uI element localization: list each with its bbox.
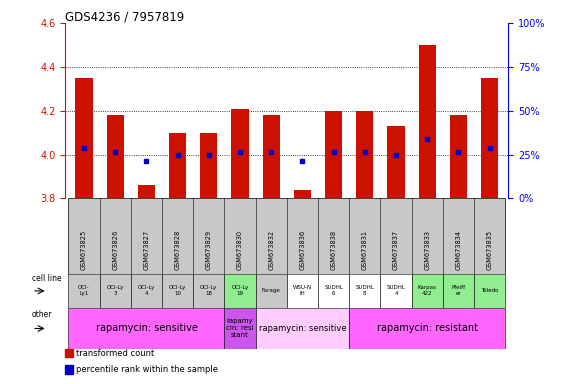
Text: rapamycin: sensitive: rapamycin: sensitive	[258, 324, 346, 333]
Text: rapamy
cin: resi
stant: rapamy cin: resi stant	[226, 318, 254, 338]
Bar	[481, 78, 498, 199]
Text: GSM673833: GSM673833	[424, 230, 430, 270]
Bar	[131, 274, 162, 308]
Text: rapamycin: sensitive: rapamycin: sensitive	[95, 323, 197, 333]
Bar	[256, 274, 287, 308]
Text: rapamycin: resistant: rapamycin: resistant	[377, 323, 478, 333]
Bar	[325, 111, 342, 199]
Bar	[169, 133, 186, 199]
Bar	[193, 274, 224, 308]
Text: GSM673830: GSM673830	[237, 230, 243, 270]
Text: GSM673826: GSM673826	[112, 230, 118, 270]
Bar	[356, 111, 373, 199]
Bar	[138, 185, 155, 199]
Bar	[256, 308, 349, 349]
Bar	[224, 274, 256, 308]
Text: GSM673836: GSM673836	[299, 230, 306, 270]
Bar	[349, 274, 381, 308]
Text: GSM673838: GSM673838	[331, 230, 337, 270]
Bar	[262, 115, 280, 199]
Text: Toledo: Toledo	[481, 288, 498, 293]
Text: GSM673831: GSM673831	[362, 230, 368, 270]
Bar	[65, 365, 73, 374]
Bar	[474, 274, 506, 308]
Text: SUDHL
6: SUDHL 6	[324, 285, 343, 296]
Text: OCI-Ly
19: OCI-Ly 19	[231, 285, 249, 296]
Bar	[318, 274, 349, 308]
Bar	[450, 115, 467, 199]
Text: GSM673834: GSM673834	[456, 230, 461, 270]
Bar	[287, 274, 318, 308]
Bar	[68, 308, 224, 349]
Text: GDS4236 / 7957819: GDS4236 / 7957819	[65, 10, 185, 23]
Text: cell line: cell line	[32, 274, 62, 283]
Bar	[419, 45, 436, 199]
Text: OCI-Ly
18: OCI-Ly 18	[200, 285, 218, 296]
Bar	[201, 133, 218, 199]
Bar	[68, 274, 99, 308]
Bar	[99, 274, 131, 308]
Bar	[65, 349, 73, 357]
Text: SUDHL
4: SUDHL 4	[387, 285, 406, 296]
Text: Karpas
422: Karpas 422	[417, 285, 437, 296]
Text: GSM673829: GSM673829	[206, 230, 212, 270]
Text: SUDHL
8: SUDHL 8	[356, 285, 374, 296]
Bar	[232, 109, 249, 199]
Bar	[294, 190, 311, 199]
Text: GSM673832: GSM673832	[268, 230, 274, 270]
Text: OCI-Ly
3: OCI-Ly 3	[107, 285, 124, 296]
Text: Pfeiff
er: Pfeiff er	[452, 285, 466, 296]
Bar	[412, 274, 443, 308]
Text: percentile rank within the sample: percentile rank within the sample	[77, 365, 218, 374]
Bar	[381, 274, 412, 308]
Bar	[224, 308, 256, 349]
Bar	[76, 78, 93, 199]
Bar	[349, 308, 506, 349]
Bar	[443, 274, 474, 308]
Text: other: other	[32, 310, 53, 319]
Text: OCI-Ly
10: OCI-Ly 10	[169, 285, 186, 296]
Bar	[162, 274, 193, 308]
Bar	[107, 115, 124, 199]
Bar	[387, 126, 404, 199]
Text: GSM673828: GSM673828	[174, 230, 181, 270]
Text: transformed count: transformed count	[77, 349, 154, 358]
Text: GSM673835: GSM673835	[487, 230, 492, 270]
Text: GSM673837: GSM673837	[393, 230, 399, 270]
Text: Farage: Farage	[262, 288, 281, 293]
Text: GSM673825: GSM673825	[81, 230, 87, 270]
Text: GSM673827: GSM673827	[144, 230, 149, 270]
Text: OCI-
Ly1: OCI- Ly1	[78, 285, 90, 296]
Text: WSU-N
IH: WSU-N IH	[293, 285, 312, 296]
Text: OCI-Ly
4: OCI-Ly 4	[138, 285, 155, 296]
